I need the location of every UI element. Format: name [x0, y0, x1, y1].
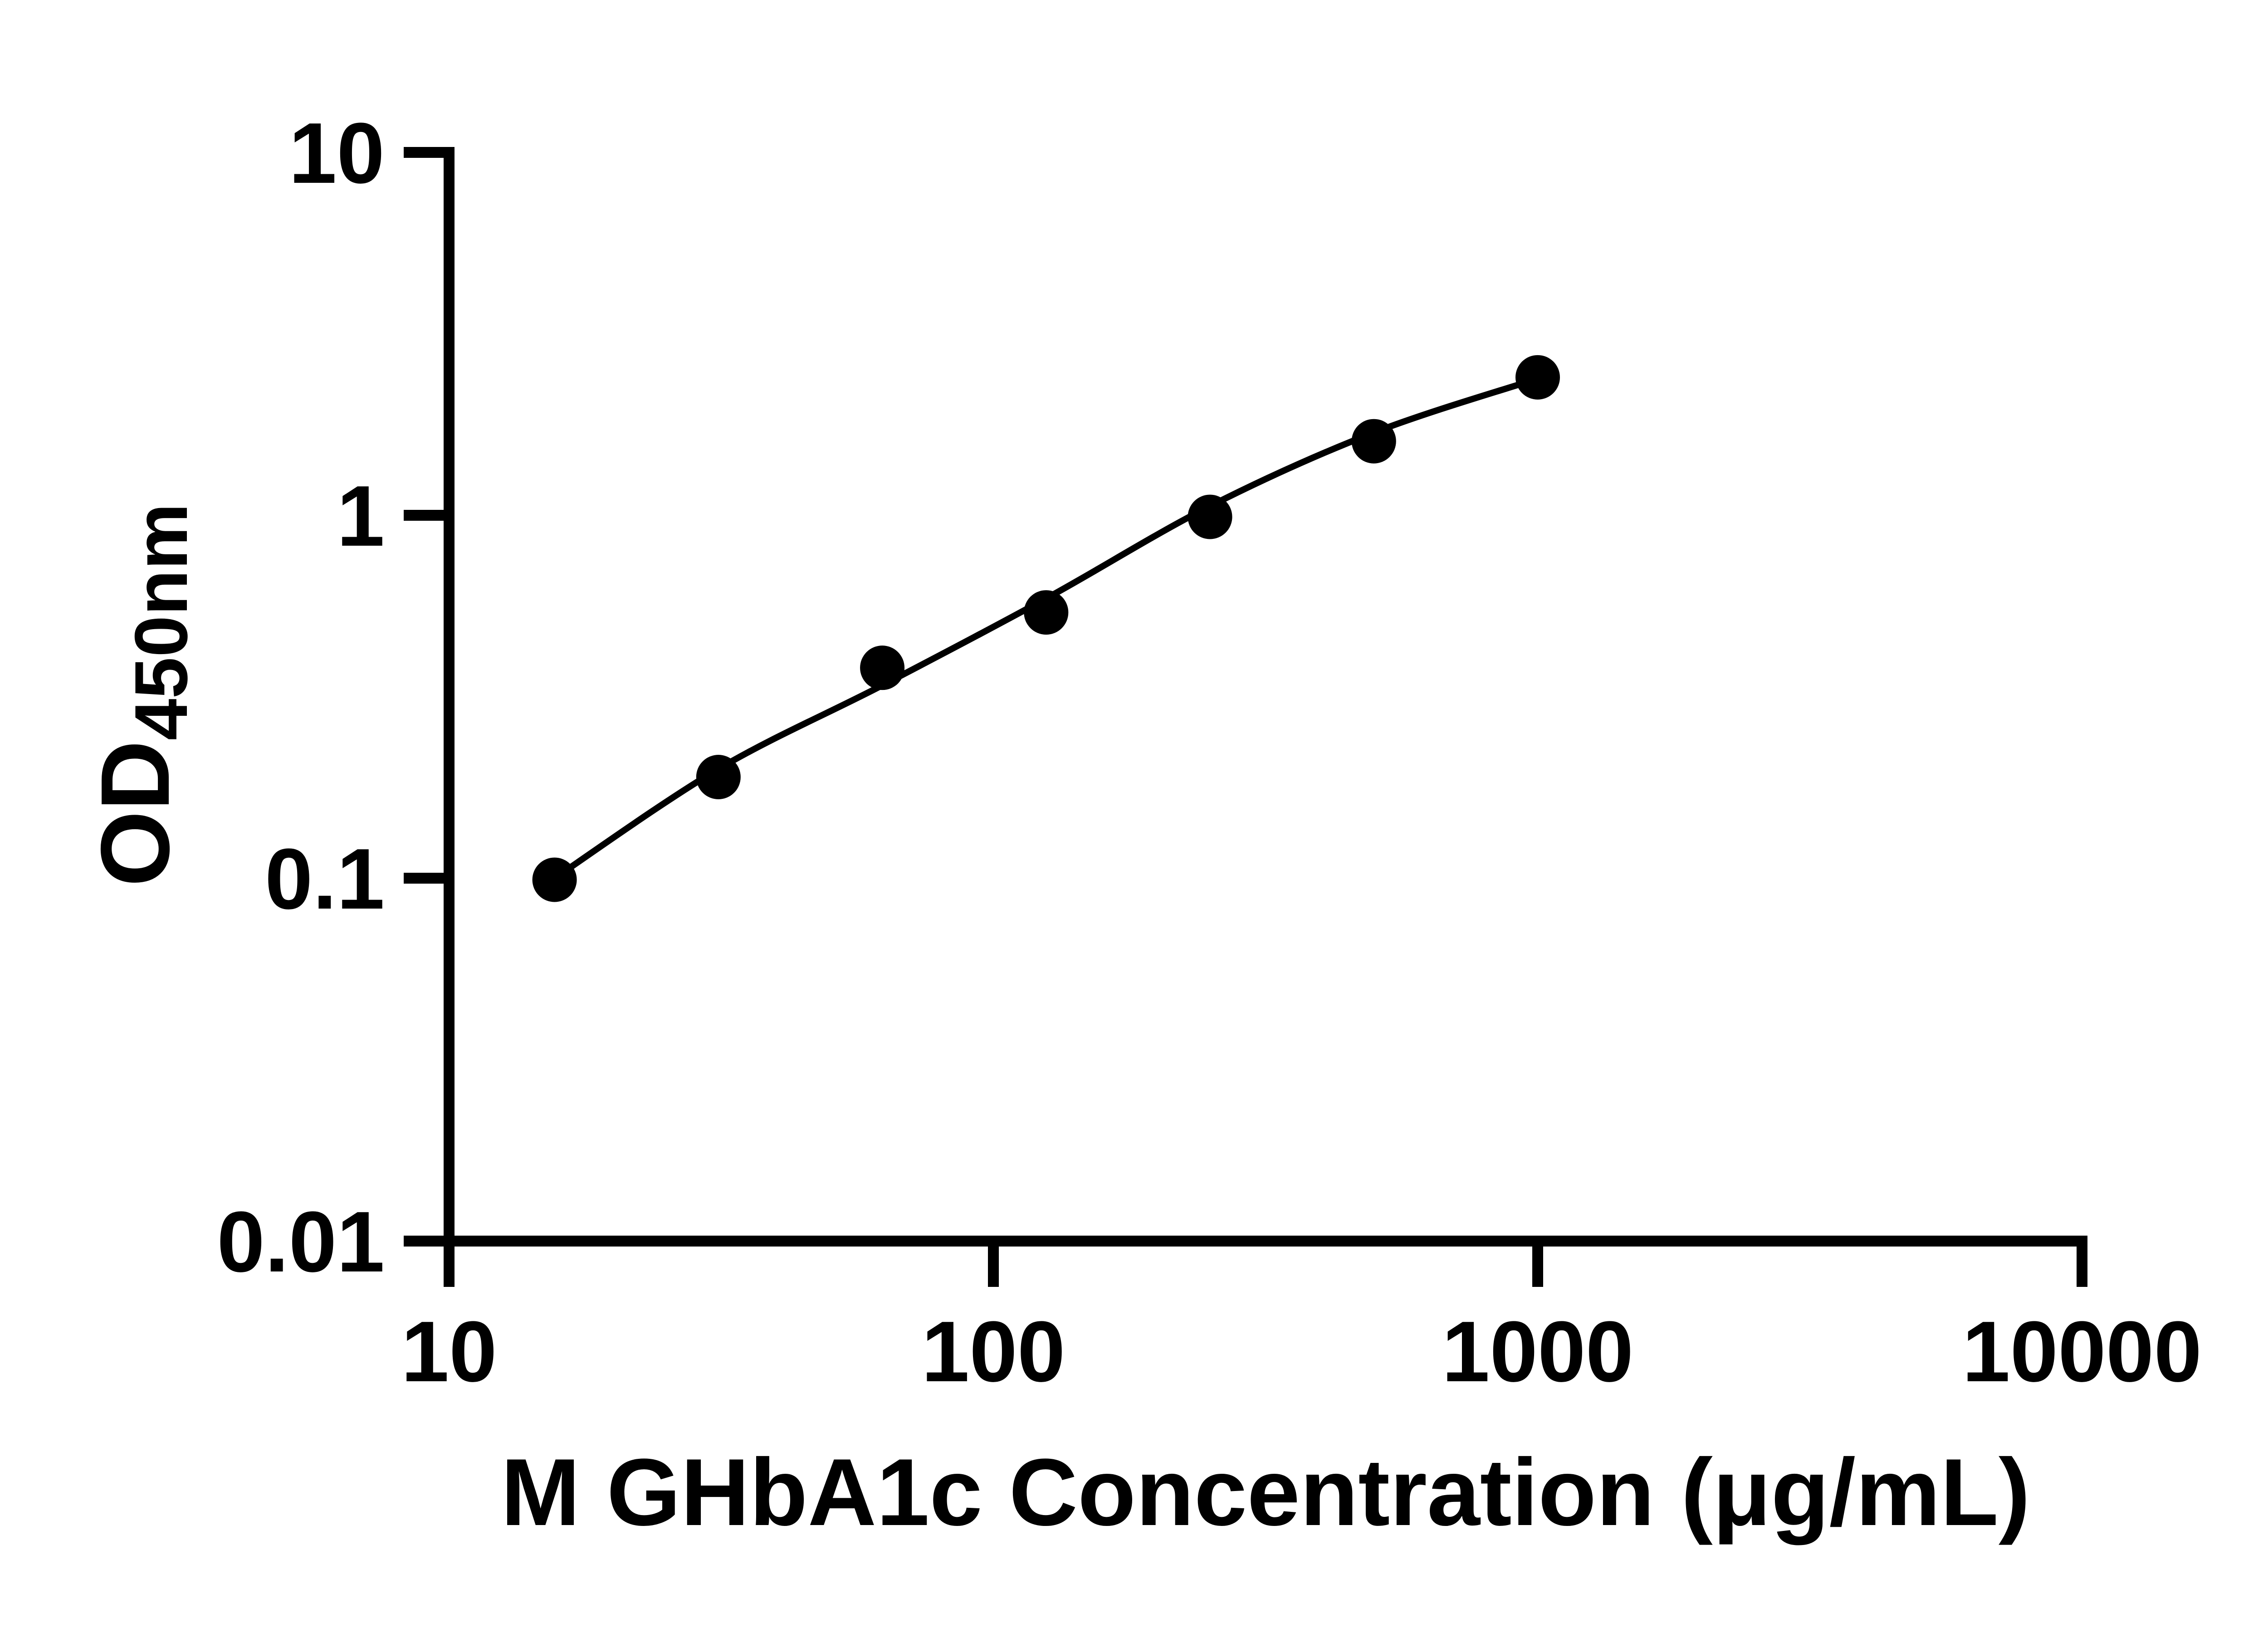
x-tick-label: 1000 — [1442, 1304, 1634, 1400]
axes — [444, 147, 2087, 1247]
data-point — [696, 754, 741, 799]
x-axis-title: M GHbA1c Concentration (μg/mL) — [501, 1439, 2030, 1545]
y-axis-title: OD450nm — [80, 503, 203, 886]
data-point — [1024, 590, 1069, 635]
y-tick-label: 0.01 — [217, 1194, 385, 1290]
y-tick-label: 10 — [289, 105, 385, 201]
data-point — [1351, 419, 1396, 464]
y-tick-label: 0.1 — [265, 831, 385, 927]
x-tick-label: 100 — [921, 1304, 1065, 1400]
y-axis-title-subscript: 450nm — [119, 503, 203, 740]
data-point — [532, 857, 577, 902]
axis-ticks — [404, 147, 2087, 1287]
data-point — [1188, 494, 1232, 539]
data-point — [1515, 355, 1560, 400]
y-axis-title-main: OD — [80, 740, 190, 887]
plot-area — [532, 355, 1560, 902]
data-point — [860, 645, 905, 690]
x-tick-label: 10000 — [1962, 1304, 2202, 1400]
x-tick-label: 10 — [401, 1304, 497, 1400]
y-tick-label: 1 — [337, 468, 385, 564]
